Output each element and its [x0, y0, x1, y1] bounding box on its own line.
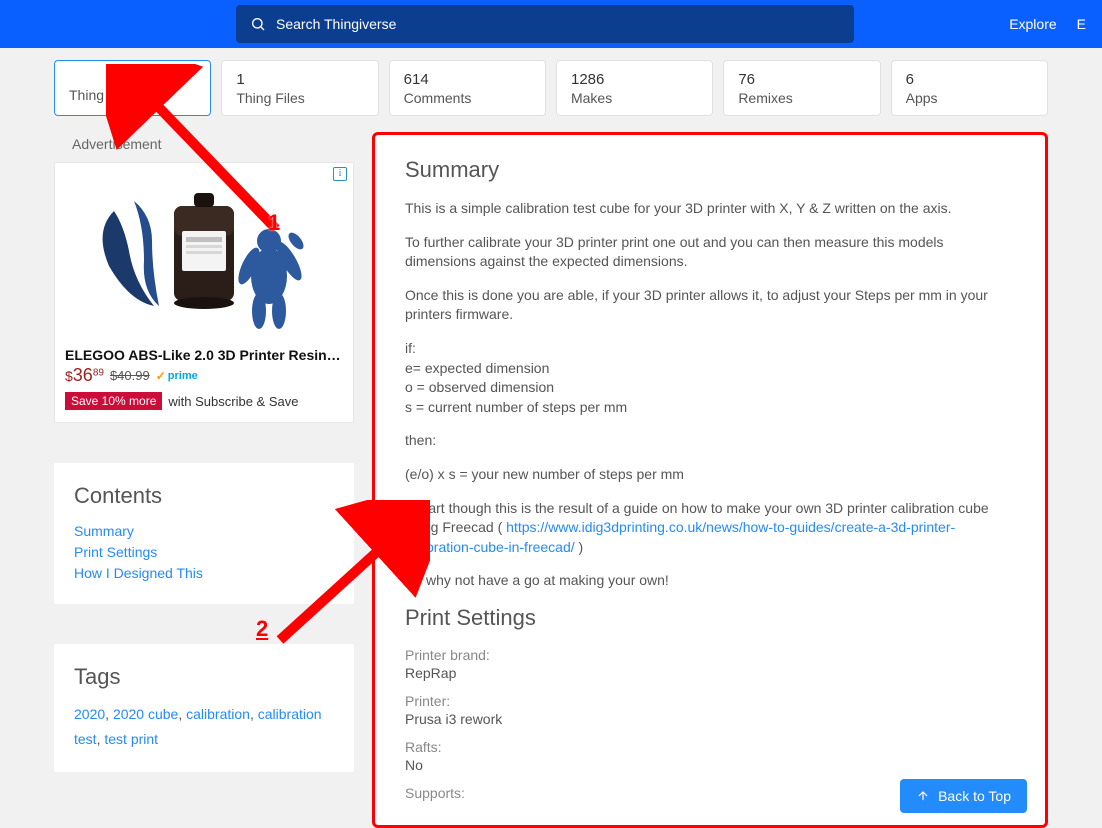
ad-price-row: $3689 $40.99 prime	[65, 365, 343, 386]
ad-section-label: Advertisement	[54, 132, 354, 162]
printer-brand-label: Printer brand:	[405, 647, 1015, 663]
tab-label: Makes	[571, 90, 698, 106]
printer-value: Prusa i3 rework	[405, 711, 1015, 727]
tab-label: Apps	[906, 90, 1033, 106]
main-content-card: Summary This is a simple calibration tes…	[372, 132, 1048, 828]
tag-link[interactable]: 2020	[74, 706, 105, 722]
ad-image	[65, 171, 343, 341]
summary-p4: In part though this is the result of a g…	[405, 499, 1015, 558]
rafts-value: No	[405, 757, 1015, 773]
tab-label: Thing Details	[69, 71, 196, 103]
contents-heading: Contents	[74, 483, 334, 509]
tabs-row: Thing Details 1 Thing Files 614 Comments…	[0, 48, 1102, 116]
tab-comments[interactable]: 614 Comments	[389, 60, 546, 116]
printer-label: Printer:	[405, 693, 1015, 709]
tab-label: Thing Files	[236, 90, 363, 106]
tags-card: Tags 2020, 2020 cube, calibration, calib…	[54, 644, 354, 772]
save-badge: Save 10% more	[65, 392, 162, 410]
tags-list: 2020, 2020 cube, calibration, calibratio…	[74, 702, 334, 752]
prime-badge: prime	[156, 369, 198, 383]
tab-count: 6	[906, 71, 1033, 88]
tag-link[interactable]: 2020 cube	[113, 706, 178, 722]
printer-brand-value: RepRap	[405, 665, 1015, 681]
tab-thing-files[interactable]: 1 Thing Files	[221, 60, 378, 116]
summary-then: then:	[405, 431, 1015, 451]
ad-price-was: $40.99	[110, 368, 150, 383]
contents-card: Contents Summary Print Settings How I De…	[54, 463, 354, 604]
tab-makes[interactable]: 1286 Makes	[556, 60, 713, 116]
tag-link[interactable]: test print	[104, 731, 158, 747]
rafts-label: Rafts:	[405, 739, 1015, 755]
tab-thing-details[interactable]: Thing Details	[54, 60, 211, 116]
search-icon	[250, 16, 266, 32]
tab-remixes[interactable]: 76 Remixes	[723, 60, 880, 116]
back-to-top-label: Back to Top	[938, 788, 1011, 804]
topbar: Explore E	[0, 0, 1102, 48]
save-text: with Subscribe & Save	[168, 394, 298, 409]
nav-explore[interactable]: Explore	[1009, 16, 1056, 32]
ad-card[interactable]: i	[54, 162, 354, 423]
contents-link-how-designed[interactable]: How I Designed This	[74, 563, 334, 584]
summary-p2: To further calibrate your 3D printer pri…	[405, 233, 1015, 272]
summary-formula-if: if: e= expected dimension o = observed d…	[405, 339, 1015, 417]
tab-label: Comments	[404, 90, 531, 106]
arrow-up-icon	[916, 789, 930, 803]
tab-apps[interactable]: 6 Apps	[891, 60, 1048, 116]
summary-p3: Once this is done you are able, if your …	[405, 286, 1015, 325]
tags-heading: Tags	[74, 664, 334, 690]
summary-heading: Summary	[405, 157, 1015, 183]
tab-count: 76	[738, 71, 865, 88]
tab-count: 614	[404, 71, 531, 88]
search-container[interactable]	[236, 5, 854, 43]
ad-save-row: Save 10% more with Subscribe & Save	[65, 392, 343, 410]
print-settings-heading: Print Settings	[405, 605, 1015, 631]
summary-formula-result: (e/o) x s = your new number of steps per…	[405, 465, 1015, 485]
tab-count: 1	[236, 71, 363, 88]
tab-label: Remixes	[738, 90, 865, 106]
back-to-top-button[interactable]: Back to Top	[900, 779, 1027, 813]
nav-extra[interactable]: E	[1077, 16, 1086, 32]
summary-p1: This is a simple calibration test cube f…	[405, 199, 1015, 219]
nav-right: Explore E	[1009, 16, 1086, 32]
search-input[interactable]	[276, 16, 840, 32]
contents-link-print-settings[interactable]: Print Settings	[74, 542, 334, 563]
annotation-marker-2: 2	[256, 616, 268, 642]
ad-product-title: ELEGOO ABS-Like 2.0 3D Printer Resin 1kg…	[65, 347, 343, 363]
summary-p5: So why not have a go at making your own!	[405, 571, 1015, 591]
tab-count: 1286	[571, 71, 698, 88]
ad-price-now: $3689	[65, 365, 104, 386]
contents-link-summary[interactable]: Summary	[74, 521, 334, 542]
tag-link[interactable]: calibration	[186, 706, 250, 722]
annotation-marker-1: 1	[268, 210, 280, 236]
